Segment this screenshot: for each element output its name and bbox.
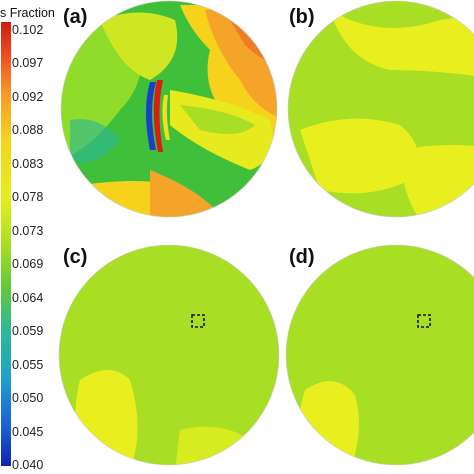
panel-label-c: (c) bbox=[63, 246, 88, 268]
colorbar-tick-label: 0.059 bbox=[12, 324, 44, 339]
panel-label-d: (d) bbox=[289, 246, 315, 268]
colorbar-tick-label: 0.064 bbox=[12, 290, 44, 305]
colorbar-tick-label: 0.050 bbox=[12, 391, 44, 406]
colorbar-tick-label: 0.102 bbox=[12, 23, 44, 37]
colorbar-tick-label: 0.088 bbox=[12, 123, 44, 138]
probe-box-d bbox=[417, 314, 431, 328]
probe-box-c bbox=[191, 314, 205, 328]
panel-d-contour bbox=[286, 245, 474, 465]
colorbar-tick-label: 0.073 bbox=[12, 223, 44, 238]
colorbar-tick-label: 0.069 bbox=[12, 257, 44, 272]
colorbar-tick-label: 0.040 bbox=[12, 458, 44, 472]
panel-label-b: (b) bbox=[289, 6, 315, 28]
colorbar-tick-label: 0.045 bbox=[12, 424, 44, 439]
legend-title: s Fraction bbox=[0, 6, 55, 20]
panel-b-contour bbox=[288, 1, 474, 217]
colorbar-tick-label: 0.078 bbox=[12, 190, 44, 205]
colorbar-tick-label: 0.097 bbox=[12, 56, 44, 71]
colorbar-tick-label: 0.055 bbox=[12, 357, 44, 372]
colorbar-tick-label: 0.083 bbox=[12, 156, 44, 171]
panel-a-contour bbox=[61, 1, 277, 217]
colorbar bbox=[1, 22, 11, 466]
colorbar-tick-label: 0.092 bbox=[12, 89, 44, 104]
panel-c-contour bbox=[59, 245, 279, 465]
panel-label-a: (a) bbox=[63, 6, 88, 28]
